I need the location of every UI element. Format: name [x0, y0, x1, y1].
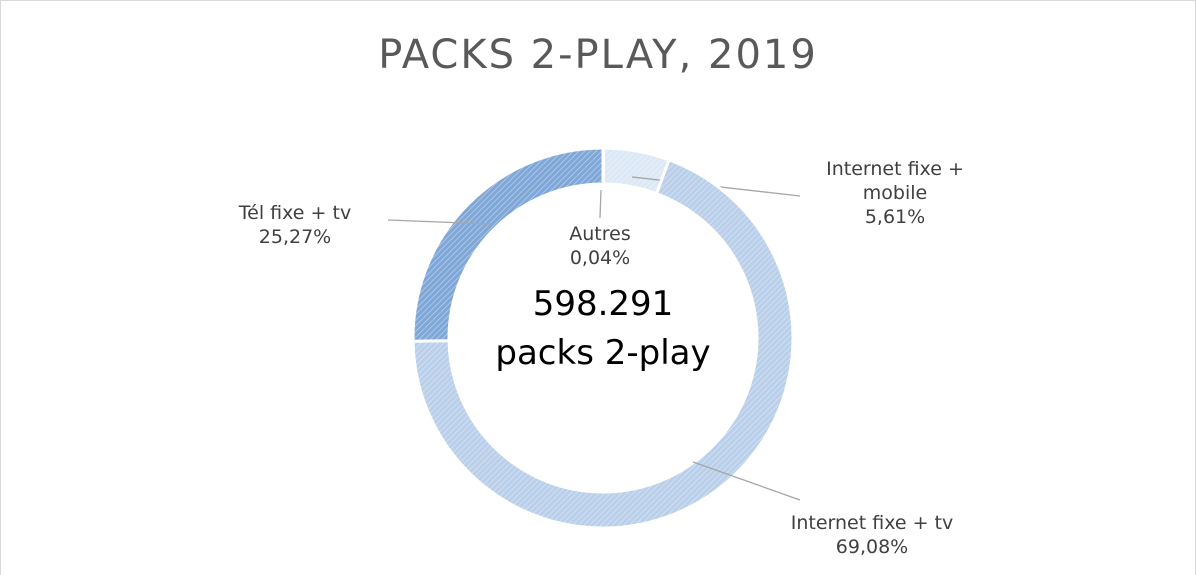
- label-name: Autres: [569, 223, 631, 245]
- label-value: 0,04%: [569, 247, 631, 269]
- label-value: 25,27%: [258, 226, 332, 248]
- label-name: Internet fixe + tv: [790, 512, 954, 534]
- center-text: packs 2-play: [495, 333, 711, 373]
- data-label: Internet fixe + tv 69,08%: [762, 511, 982, 559]
- label-value: 69,08%: [835, 536, 909, 558]
- label-value: 5,61%: [864, 206, 926, 228]
- label-name: Tél fixe + tv: [238, 202, 352, 224]
- chart-title: PACKS 2-PLAY, 2019: [378, 32, 818, 78]
- data-label: Autres 0,04%: [540, 222, 660, 270]
- data-label: Internet fixe + mobile 5,61%: [805, 157, 985, 229]
- center-value: 598.291: [532, 284, 674, 324]
- label-name: Internet fixe + mobile: [826, 158, 964, 204]
- slice-hatch: [603, 148, 670, 194]
- slice-hatch: [413, 148, 603, 342]
- data-label: Tél fixe + tv 25,27%: [205, 201, 385, 249]
- leader-line: [599, 189, 602, 219]
- leader-line: [692, 461, 801, 501]
- leader-line: [387, 219, 491, 225]
